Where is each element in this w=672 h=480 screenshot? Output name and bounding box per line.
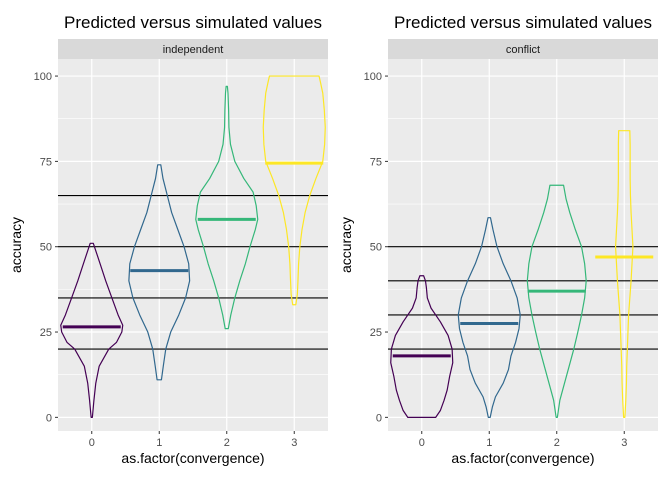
y-tick-label: 25 (40, 327, 52, 339)
y-tick-label: 100 (364, 71, 382, 83)
y-tick-label: 75 (40, 156, 52, 168)
x-tick-label: 1 (486, 437, 492, 449)
plot-background (58, 59, 328, 431)
y-tick-label: 50 (40, 242, 52, 254)
plot-background (388, 59, 658, 431)
y-tick-label: 0 (46, 412, 52, 424)
x-axis-title: as.factor(convergence) (121, 450, 264, 466)
chart-title: Predicted versus simulated values (394, 13, 652, 32)
x-tick-label: 2 (224, 437, 230, 449)
x-axis-title: as.factor(convergence) (451, 450, 594, 466)
y-tick-label: 0 (376, 412, 382, 424)
x-tick-label: 0 (89, 437, 95, 449)
x-tick-label: 3 (291, 437, 297, 449)
x-tick-label: 1 (156, 437, 162, 449)
x-tick-label: 0 (419, 437, 425, 449)
y-tick-label: 75 (370, 156, 382, 168)
y-axis-title: accuracy (8, 217, 24, 273)
y-tick-label: 50 (370, 242, 382, 254)
y-tick-label: 100 (34, 71, 52, 83)
facet-strip-label: conflict (506, 44, 540, 56)
x-tick-label: 2 (554, 437, 560, 449)
panel-independent: Predicted versus simulated values indepen… (8, 13, 328, 466)
panel-conflict: Predicted versus simulated values conflic… (338, 13, 658, 466)
x-tick-label: 3 (621, 437, 627, 449)
facet-strip-label: independent (163, 44, 224, 56)
chart-title: Predicted versus simulated values (64, 13, 322, 32)
y-axis-title: accuracy (338, 217, 354, 273)
y-tick-label: 25 (370, 327, 382, 339)
